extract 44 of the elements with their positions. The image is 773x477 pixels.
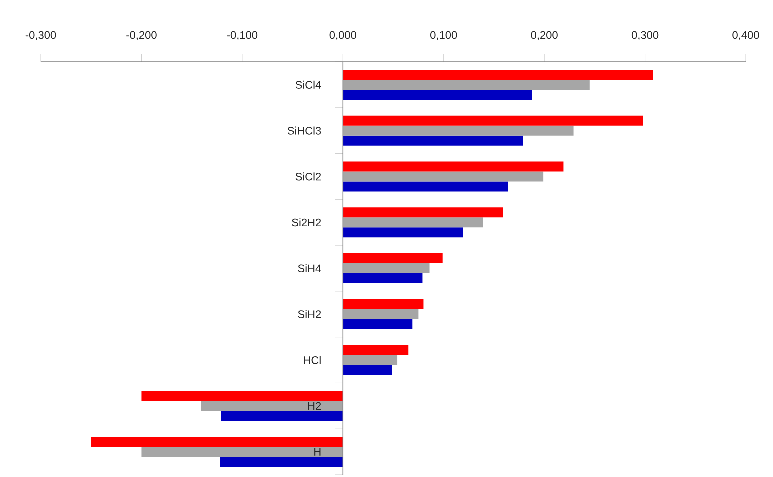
bar — [343, 136, 524, 146]
x-tick-label: 0,000 — [330, 31, 356, 40]
x-tick-label: -0,300 — [26, 31, 56, 40]
bar — [220, 457, 344, 468]
bar — [221, 411, 344, 422]
bar — [343, 80, 590, 90]
bar — [343, 70, 654, 80]
bar — [343, 208, 504, 218]
bar — [343, 126, 574, 136]
x-tick-label: -0,200 — [126, 31, 157, 40]
x-tick-label: -0,100 — [227, 31, 258, 40]
y-tick-label: SiHCl3 — [288, 126, 322, 135]
bar — [343, 182, 508, 192]
y-tick-label: SiCl2 — [296, 172, 322, 181]
y-tick-label: HCl — [304, 356, 321, 364]
bar — [343, 218, 484, 228]
bar — [201, 401, 344, 412]
y-tick-label: H — [314, 448, 321, 456]
bar — [91, 437, 344, 448]
bar — [343, 345, 409, 356]
bar — [343, 172, 544, 182]
bar — [343, 116, 644, 126]
bar — [343, 254, 443, 264]
bar — [343, 355, 398, 366]
bar — [343, 309, 419, 320]
bar — [343, 365, 392, 376]
x-tick-label: 0,100 — [430, 31, 458, 40]
bar — [142, 391, 344, 402]
x-tick-label: 0,300 — [632, 31, 659, 40]
bar — [343, 90, 532, 100]
bar — [343, 299, 424, 310]
y-tick-label: SiCl4 — [296, 80, 322, 89]
y-tick-label: SiH2 — [298, 310, 322, 318]
bar — [343, 162, 564, 172]
x-tick-label: 0,200 — [531, 31, 558, 40]
bar — [343, 228, 463, 238]
y-tick-label: Si2H2 — [292, 218, 322, 227]
y-tick-label: H2 — [308, 402, 322, 410]
y-tick-label: SiH4 — [298, 264, 322, 273]
bar — [142, 447, 344, 458]
bar — [343, 264, 430, 274]
x-tick-label: 0,400 — [732, 31, 760, 40]
bar — [343, 319, 413, 330]
bar — [343, 273, 423, 284]
